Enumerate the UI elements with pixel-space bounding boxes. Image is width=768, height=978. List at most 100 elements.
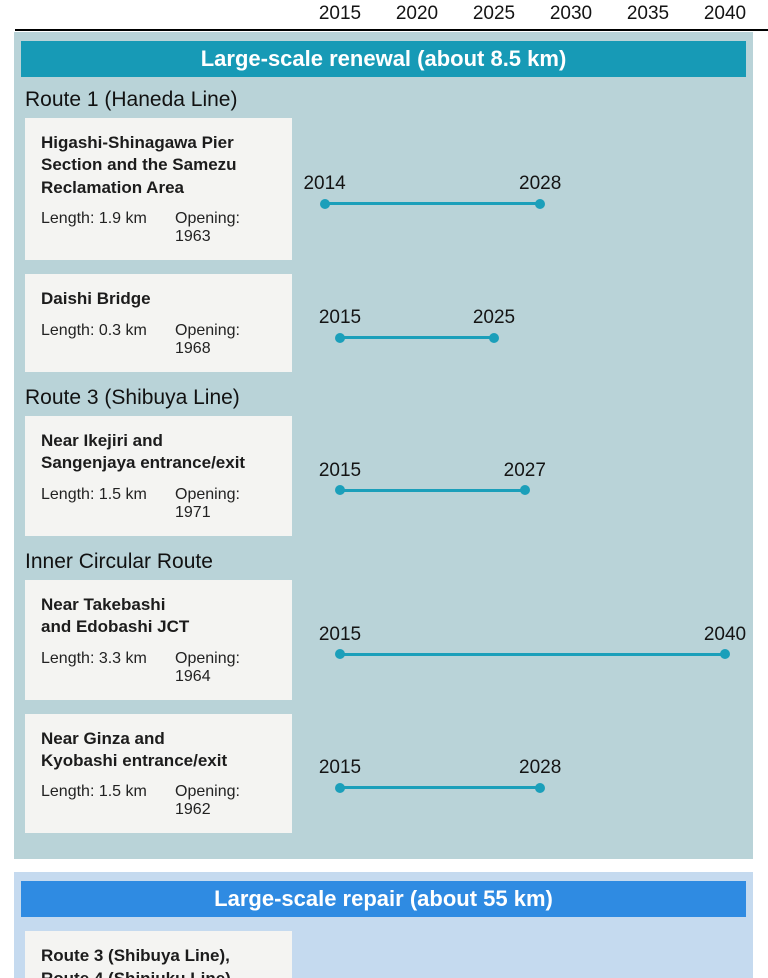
timeline-start-year: 2015	[318, 459, 362, 481]
timeline-bar	[335, 332, 499, 343]
project-title-line: Sangenjaya entrance/exit	[41, 453, 246, 473]
project-title-line: Reclamation Area	[41, 177, 184, 197]
timeline-area: 2015 2028	[292, 714, 746, 834]
project-title: Daishi Bridge	[41, 288, 276, 310]
timeline-bar	[335, 649, 730, 660]
timeline-end-dot	[720, 649, 730, 660]
project-title-line: Route 4 (Shinjuku Line), other	[41, 968, 276, 978]
sections: Large-scale renewal (about 8.5 km) Route …	[0, 32, 768, 978]
timeline-area: 2015 2027	[292, 416, 746, 536]
project-card: Near Ikejiri and Sangenjaya entrance/exit…	[25, 415, 292, 536]
renewal-header: Large-scale renewal (about 8.5 km)	[21, 41, 746, 77]
timeline-start-dot	[335, 332, 345, 343]
group-label-renewal-1: Route 3 (Shibuya Line)	[25, 385, 240, 409]
project-card: Near Ginza and Kyobashi entrance/exit Leng…	[25, 713, 292, 834]
project-opening-year: Opening: 1964	[175, 649, 240, 685]
timeline: 2015 2040	[319, 624, 746, 660]
timeline: 2015 2027	[319, 460, 546, 496]
axis-year-label: 2015	[318, 3, 362, 24]
project-title-line: Daishi Bridge	[41, 289, 151, 309]
project-title-line: Kyobashi entrance/exit	[41, 750, 228, 770]
project-title: Near Ginza and Kyobashi entrance/exit	[41, 728, 276, 773]
timeline-end-dot	[535, 782, 546, 793]
axis-year-label: 2035	[626, 3, 670, 24]
timeline: 2014 2028	[303, 173, 561, 209]
timeline-labels: 2014 2028	[303, 173, 561, 197]
project-title-line: Near Ginza and	[41, 728, 165, 748]
timeline-start-dot	[319, 198, 330, 209]
timeline-end-year: 2028	[519, 173, 562, 195]
project-opening-year: Opening: 1971	[175, 485, 240, 521]
timeline-end-year: 2040	[703, 623, 747, 645]
timeline-start-year: 2015	[318, 757, 362, 779]
project-row: Route 3 (Shibuya Line), Route 4 (Shinjuku…	[25, 931, 746, 978]
project-opening-year: Opening: 1968	[175, 321, 240, 357]
project-length: Length: 1.5 km	[41, 783, 147, 801]
repair-panel: Large-scale repair (about 55 km) Route 3 …	[14, 872, 753, 978]
repair-header: Large-scale repair (about 55 km)	[21, 881, 746, 918]
project-opening-year: Opening: 1963	[175, 210, 240, 246]
axis-baseline	[15, 29, 768, 31]
timeline-start-year: 2015	[318, 307, 362, 329]
project-title-line: Section and the Samezu	[41, 155, 237, 175]
project-title: Near Takebashi and Edobashi JCT	[41, 594, 276, 639]
group-label-renewal-0: Route 1 (Haneda Line)	[25, 88, 238, 111]
project-card: Higashi-Shinagawa Pier Section and the Sa…	[25, 118, 292, 261]
timeline-bar	[335, 782, 546, 793]
project-row: Daishi Bridge Length: 0.3 km Opening: 1968…	[25, 274, 746, 372]
project-meta: Length: 1.5 km Opening: 1971	[41, 486, 276, 522]
project-length: Length: 1.5 km	[41, 485, 147, 503]
timeline-end-dot	[519, 485, 530, 496]
project-row: Near Takebashi and Edobashi JCT Length: 3.…	[25, 579, 746, 700]
timeline-area: 2015 2025	[292, 274, 746, 371]
project-title: Route 3 (Shibuya Line), Route 4 (Shinjuku…	[41, 945, 276, 978]
timeline-end-dot	[489, 332, 499, 343]
timeline-labels: 2015 2040	[319, 624, 746, 648]
project-title-line: Route 3 (Shibuya Line),	[41, 946, 230, 966]
project-card: Route 3 (Shibuya Line), Route 4 (Shinjuku…	[25, 931, 292, 978]
project-card: Near Takebashi and Edobashi JCT Length: 3.…	[25, 579, 292, 700]
project-row: Near Ginza and Kyobashi entrance/exit Leng…	[25, 713, 746, 834]
timeline-labels: 2015 2028	[319, 757, 561, 781]
timeline-area: 2014 2028	[292, 118, 746, 260]
project-meta: Length: 1.9 km Opening: 1963	[41, 210, 276, 246]
axis-year-label: 2030	[549, 3, 593, 24]
group-label-renewal-2: Inner Circular Route	[25, 549, 213, 573]
project-meta: Length: 1.5 km Opening: 1962	[41, 783, 276, 819]
timeline-labels: 2015 2025	[319, 307, 515, 331]
timeline-start-dot	[335, 782, 345, 793]
project-opening-year: Opening: 1962	[175, 783, 240, 819]
timeline-bar	[319, 198, 546, 209]
year-axis: 2015 2020 2025 2030 2035 2040	[0, 0, 768, 32]
project-title-line: Near Takebashi	[41, 594, 166, 614]
timeline: 2015 2028	[319, 757, 561, 793]
renewal-panel: Large-scale renewal (about 8.5 km) Route …	[14, 32, 753, 860]
project-title: Higashi-Shinagawa Pier Section and the Sa…	[41, 132, 276, 199]
timeline-area: 2015 2040	[292, 580, 746, 700]
timeline-end-year: 2028	[519, 757, 562, 779]
timeline-labels: 2015 2027	[319, 460, 546, 484]
axis-year-label: 2025	[472, 3, 516, 24]
timeline-end-dot	[535, 198, 546, 209]
timeline-start-year: 2015	[318, 623, 362, 645]
timeline: 2015 2025	[319, 307, 515, 343]
timeline-end-year: 2027	[503, 459, 546, 481]
project-meta: Length: 3.3 km Opening: 1964	[41, 650, 276, 686]
project-meta: Length: 0.3 km Opening: 1968	[41, 322, 276, 358]
project-title: Near Ikejiri and Sangenjaya entrance/exit	[41, 430, 276, 475]
project-card: Daishi Bridge Length: 0.3 km Opening: 1968	[25, 274, 292, 372]
project-row: Near Ikejiri and Sangenjaya entrance/exit…	[25, 415, 746, 536]
project-title-line: Near Ikejiri and	[41, 430, 163, 450]
project-length: Length: 3.3 km	[41, 649, 147, 667]
timeline-start-dot	[335, 649, 345, 660]
timeline-start-dot	[335, 485, 345, 496]
timeline-end-year: 2025	[472, 307, 516, 329]
project-length: Length: 1.9 km	[41, 210, 147, 228]
project-row: Higashi-Shinagawa Pier Section and the Sa…	[25, 118, 746, 261]
timeline-area: 20142024	[292, 931, 746, 978]
axis-year-label: 2020	[395, 3, 439, 24]
timeline-start-year: 2014	[303, 173, 346, 195]
project-title-line: Higashi-Shinagawa Pier	[41, 133, 234, 152]
project-title-line: and Edobashi JCT	[41, 617, 190, 637]
